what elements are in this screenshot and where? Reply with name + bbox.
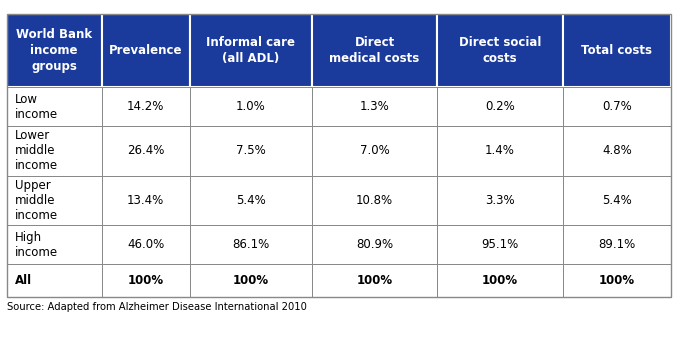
Text: 46.0%: 46.0% [127, 238, 164, 251]
Bar [312, 14, 437, 87]
Text: 5.4%: 5.4% [236, 194, 266, 207]
Bar [102, 264, 190, 297]
Bar [563, 176, 671, 225]
Text: 100%: 100% [482, 274, 518, 287]
Bar [7, 264, 102, 297]
Bar [437, 14, 563, 87]
Bar [437, 264, 563, 297]
Bar [102, 87, 190, 126]
Text: 1.4%: 1.4% [485, 144, 515, 158]
Bar [7, 126, 102, 176]
Bar [312, 87, 437, 126]
Bar [7, 176, 102, 225]
Text: Prevalence: Prevalence [109, 44, 182, 57]
Text: 5.4%: 5.4% [602, 194, 632, 207]
Text: 4.8%: 4.8% [602, 144, 632, 158]
Text: 100%: 100% [357, 274, 393, 287]
Bar [7, 225, 102, 264]
Bar [190, 126, 312, 176]
Bar [7, 87, 102, 126]
Text: Source: Adapted from Alzheimer Disease International 2010: Source: Adapted from Alzheimer Disease I… [7, 302, 306, 312]
Text: 10.8%: 10.8% [356, 194, 393, 207]
Text: 14.2%: 14.2% [127, 100, 165, 113]
Text: 26.4%: 26.4% [127, 144, 165, 158]
Bar [102, 225, 190, 264]
Bar [437, 126, 563, 176]
Bar [563, 126, 671, 176]
Bar [190, 225, 312, 264]
Bar [312, 126, 437, 176]
Text: 100%: 100% [599, 274, 635, 287]
Text: 95.1%: 95.1% [481, 238, 519, 251]
Text: 89.1%: 89.1% [599, 238, 635, 251]
Text: 7.5%: 7.5% [236, 144, 266, 158]
Text: Upper
middle
income: Upper middle income [15, 179, 58, 222]
Text: Total costs: Total costs [582, 44, 652, 57]
Text: 1.3%: 1.3% [360, 100, 389, 113]
Bar [563, 87, 671, 126]
Bar [312, 264, 437, 297]
Text: World Bank
income
groups: World Bank income groups [16, 28, 92, 73]
Text: 100%: 100% [127, 274, 164, 287]
Bar [190, 87, 312, 126]
Text: 86.1%: 86.1% [233, 238, 269, 251]
Text: 0.2%: 0.2% [485, 100, 515, 113]
Text: Informal care
(all ADL): Informal care (all ADL) [206, 36, 296, 65]
Text: 7.0%: 7.0% [360, 144, 389, 158]
Bar [563, 225, 671, 264]
Text: 0.7%: 0.7% [602, 100, 632, 113]
Text: 3.3%: 3.3% [485, 194, 515, 207]
Bar [312, 176, 437, 225]
Text: Lower
middle
income: Lower middle income [15, 129, 58, 173]
Text: High
income: High income [15, 231, 58, 259]
Bar [7, 14, 102, 87]
Bar [190, 176, 312, 225]
Bar [102, 176, 190, 225]
Bar [102, 14, 190, 87]
Bar [102, 126, 190, 176]
Bar [563, 14, 671, 87]
Bar [312, 225, 437, 264]
Text: All: All [15, 274, 32, 287]
Bar [190, 14, 312, 87]
Text: Low
income: Low income [15, 92, 58, 121]
Text: 1.0%: 1.0% [236, 100, 266, 113]
Text: 13.4%: 13.4% [127, 194, 164, 207]
Bar [190, 264, 312, 297]
Bar [563, 264, 671, 297]
Bar [437, 225, 563, 264]
Bar [7, 14, 671, 297]
Text: Direct social
costs: Direct social costs [459, 36, 541, 65]
Text: 80.9%: 80.9% [356, 238, 393, 251]
Bar [437, 87, 563, 126]
Text: Direct
medical costs: Direct medical costs [330, 36, 420, 65]
Bar [437, 176, 563, 225]
Text: 100%: 100% [233, 274, 269, 287]
